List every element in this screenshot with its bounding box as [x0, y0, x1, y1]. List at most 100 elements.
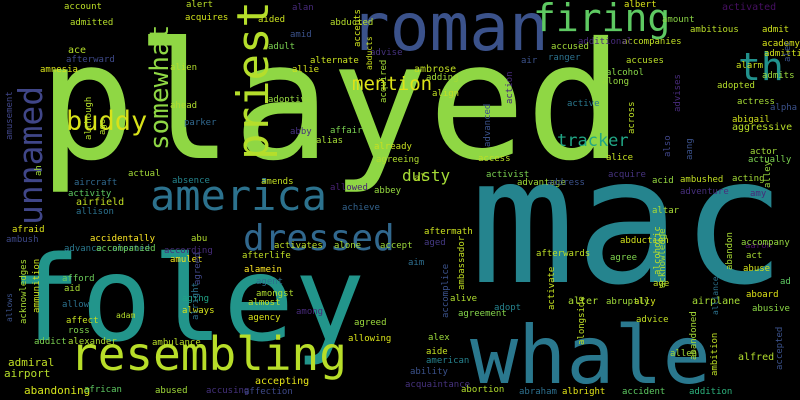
word-dressed: dressed: [243, 218, 395, 259]
word-advance: advance: [64, 244, 102, 254]
word-aide: aide: [426, 347, 448, 357]
word-abused: abused: [155, 386, 188, 396]
word-according: according: [164, 246, 213, 256]
word-played: played: [38, 9, 623, 197]
word-alien: alien: [170, 63, 197, 73]
word-albright: albright: [562, 387, 605, 397]
word-ambassador: ambassador: [457, 235, 467, 290]
word-airfield: airfield: [76, 197, 124, 208]
word-alive: alive: [450, 294, 477, 304]
word-ability: ability: [410, 367, 449, 377]
word-agreed: agreed: [193, 252, 203, 285]
word-acquaintance: acquaintance: [405, 380, 470, 390]
word-actual: actual: [128, 169, 161, 179]
word-afterlife: afterlife: [242, 251, 291, 261]
word-allie: allie: [292, 65, 319, 75]
word-advise: advise: [370, 48, 403, 58]
word-abby: abby: [290, 127, 312, 137]
word-alright: alright: [191, 282, 201, 320]
word-agreed: agreed: [354, 318, 387, 328]
word-already: already: [374, 142, 413, 152]
word-amid: amid: [290, 30, 312, 40]
word-adam: adam: [116, 311, 135, 320]
word-alias: alias: [316, 136, 343, 146]
word-alone: alone: [334, 241, 361, 251]
word-allison: allison: [76, 207, 114, 217]
word-tracker: tracker: [557, 131, 629, 151]
word-ace: ace: [68, 45, 86, 56]
word-advantage: advantage: [517, 178, 566, 188]
word-alfred: alfred: [738, 352, 774, 363]
word-roman: roman: [350, 0, 549, 66]
word-afraid: afraid: [12, 225, 45, 235]
word-ambulance: ambulance: [152, 338, 201, 348]
word-abduction: abduction: [620, 236, 669, 246]
word-absence: absence: [172, 176, 210, 186]
word-accuses: accuses: [626, 56, 664, 66]
word-accusing: accusing: [206, 386, 249, 396]
word-admits: admits: [762, 71, 795, 81]
word-alec: alec: [783, 40, 793, 62]
word-affection: affection: [244, 387, 293, 397]
word-airplane: airplane: [692, 296, 740, 307]
word-address: address: [547, 178, 585, 188]
word-resembling: resembling: [70, 327, 347, 381]
word-affect: affect: [66, 316, 99, 326]
word-acknowledge: acknowledge: [658, 228, 668, 288]
word-accompanied: accompanied: [96, 244, 156, 254]
word-admitted: admitted: [70, 18, 113, 28]
word-aim: aim: [408, 258, 424, 268]
word-activist: activist: [486, 170, 529, 180]
word-alan: alan: [292, 3, 314, 13]
word-aging: aging: [182, 294, 209, 304]
word-accept: accept: [380, 241, 413, 251]
word-act: act: [746, 251, 762, 261]
word-alongside: alongside: [577, 296, 587, 345]
word-ross: ross: [68, 326, 90, 336]
word-allows: allows: [5, 293, 14, 322]
word-afford: afford: [62, 274, 95, 284]
word-ambush: ambush: [6, 235, 39, 245]
word-alex: alex: [428, 333, 450, 343]
word-agency: agency: [248, 313, 281, 323]
word-advises: advises: [673, 74, 683, 112]
word-air: air: [521, 56, 538, 66]
word-adopted: adopted: [717, 81, 755, 91]
word-addition: addition: [689, 387, 732, 397]
word-afterwards: afterwards: [536, 249, 590, 259]
word-somewhat: somewhat: [145, 25, 175, 150]
word-amusement: amusement: [5, 91, 15, 140]
word-abu: abu: [191, 234, 207, 244]
word-buddy: buddy: [66, 106, 147, 137]
word-agree: agree: [610, 253, 637, 263]
word-actually: actually: [748, 155, 792, 165]
word-age: age: [653, 279, 669, 289]
word-america: america: [150, 171, 327, 220]
word-accused: accused: [551, 42, 589, 52]
word-among: among: [296, 307, 323, 317]
word-ambitious: ambitious: [690, 25, 739, 35]
word-align: align: [432, 89, 459, 99]
word-affair: affair: [330, 126, 363, 136]
word-accident: accident: [622, 387, 665, 397]
word-accidentally: accidentally: [90, 234, 156, 244]
word-acquired: acquired: [379, 60, 389, 103]
word-afterward: afterward: [66, 55, 115, 65]
word-alter: alter: [568, 296, 598, 307]
word-abbey: abbey: [374, 186, 402, 196]
word-adoptive: adoptive: [268, 95, 311, 105]
word-ranger: ranger: [548, 53, 581, 63]
word-american: american: [426, 356, 469, 366]
word-ahead: ahead: [170, 101, 197, 111]
word-acknowledges: acknowledges: [19, 259, 29, 324]
word-alcohol: alcohol: [606, 68, 644, 78]
word-aang: aang: [685, 138, 695, 160]
word-account: account: [64, 2, 102, 12]
word-ah: ah: [34, 165, 44, 176]
word-ammunition: ammunition: [32, 259, 42, 313]
word-abandoned: abandoned: [689, 311, 699, 360]
word-achieve: achieve: [342, 203, 380, 213]
word-adding: adding: [426, 73, 459, 83]
